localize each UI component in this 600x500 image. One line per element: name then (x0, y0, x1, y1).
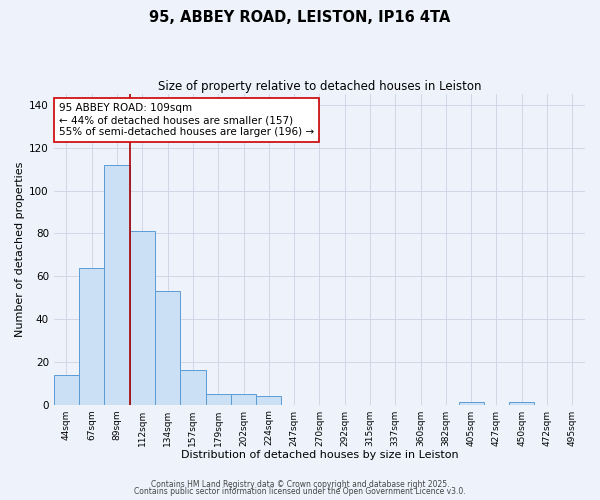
Bar (231, 394, 256, 404)
Text: Contains public sector information licensed under the Open Government Licence v3: Contains public sector information licen… (134, 488, 466, 496)
Bar (509, 402, 535, 404)
Bar (458, 402, 484, 404)
X-axis label: Distribution of detached houses by size in Leiston: Distribution of detached houses by size … (181, 450, 458, 460)
Bar (130, 231, 155, 404)
Text: 95, ABBEY ROAD, LEISTON, IP16 4TA: 95, ABBEY ROAD, LEISTON, IP16 4TA (149, 10, 451, 25)
Text: Contains HM Land Registry data © Crown copyright and database right 2025.: Contains HM Land Registry data © Crown c… (151, 480, 449, 489)
Bar (206, 394, 231, 404)
Y-axis label: Number of detached properties: Number of detached properties (15, 162, 25, 337)
Bar (79, 268, 104, 404)
Bar (180, 370, 206, 404)
Bar (54, 374, 79, 404)
Bar (104, 165, 130, 404)
Bar (256, 396, 281, 404)
Title: Size of property relative to detached houses in Leiston: Size of property relative to detached ho… (158, 80, 481, 93)
Text: 95 ABBEY ROAD: 109sqm
← 44% of detached houses are smaller (157)
55% of semi-det: 95 ABBEY ROAD: 109sqm ← 44% of detached … (59, 104, 314, 136)
Bar (155, 291, 180, 405)
